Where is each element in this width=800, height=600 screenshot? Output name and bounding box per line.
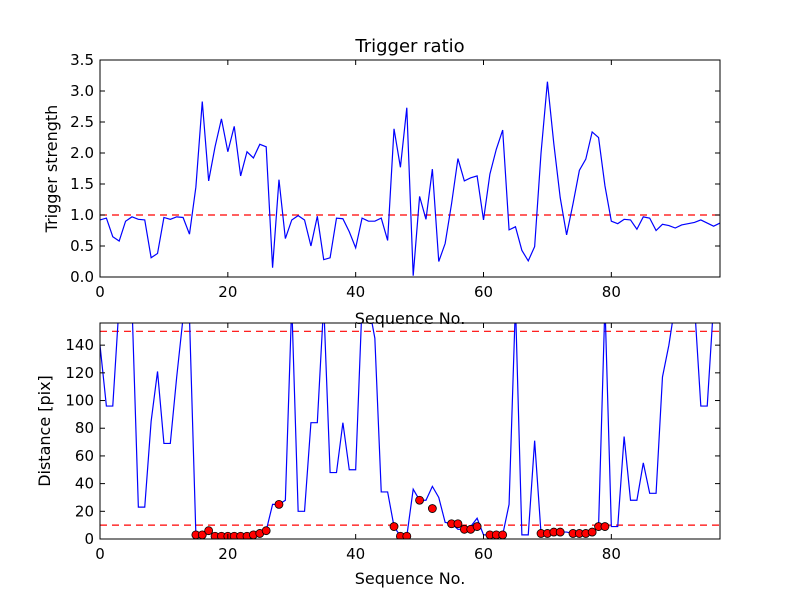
y-tick-label: 2.5 [70, 113, 94, 131]
marker-point [453, 519, 463, 529]
marker-point [204, 526, 214, 536]
y-tick-label: 1.5 [70, 175, 94, 193]
y-tick-label: 80 [75, 419, 94, 437]
y-tick-label: 0.0 [70, 268, 94, 286]
x-tick-label: 0 [95, 283, 105, 301]
y-tick-label: 3.5 [70, 51, 94, 69]
marker-point [389, 522, 399, 531]
y-tick-label: 140 [65, 336, 94, 354]
x-tick-label: 60 [474, 283, 493, 301]
marker-point [274, 499, 284, 509]
x-tick-label: 60 [474, 545, 493, 563]
plot-area [100, 81, 720, 276]
y-tick-label: 1.0 [70, 206, 94, 224]
marker-point [402, 531, 412, 539]
x-axis-label: Sequence No. [355, 309, 466, 328]
x-tick-label: 40 [346, 283, 365, 301]
y-tick-label: 120 [65, 364, 94, 382]
x-tick-label: 20 [218, 545, 237, 563]
plot-frame [99, 59, 721, 278]
chart-title: Trigger ratio [354, 36, 464, 57]
y-tick-label: 2.0 [70, 144, 94, 162]
marker-point [261, 526, 271, 536]
marker-point [555, 527, 565, 537]
marker-point [415, 495, 424, 505]
x-tick-label: 0 [95, 545, 105, 563]
y-axis-label: Distance [pix] [35, 375, 54, 487]
y-tick-label: 20 [75, 502, 94, 520]
marker-point [587, 527, 597, 537]
x-tick-label: 20 [218, 283, 237, 301]
plot-area [100, 323, 720, 539]
x-tick-label: 80 [602, 545, 621, 563]
marker-point [427, 504, 437, 513]
x-axis-label: Sequence No. [355, 569, 466, 588]
plot-frame [99, 322, 721, 540]
series-line-0 [100, 81, 720, 276]
y-tick-label: 100 [65, 392, 94, 410]
distance-chart: 0 20 40 60 80 0 20 40 60 80 100 120 140 Sequence No. D… [35, 322, 721, 588]
y-tick-label: 40 [75, 475, 94, 493]
marker-point [472, 522, 482, 531]
marker-point [600, 522, 610, 531]
y-tick-label: 60 [75, 447, 94, 465]
y-axis-label: Trigger strength [42, 105, 61, 234]
x-tick-label: 80 [602, 283, 621, 301]
marker-point [498, 530, 508, 539]
x-tick-label: 40 [346, 545, 365, 563]
y-tick-label: 0.5 [70, 237, 94, 255]
y-tick-label: 3.0 [70, 82, 94, 100]
y-tick-label: 0 [84, 530, 94, 548]
